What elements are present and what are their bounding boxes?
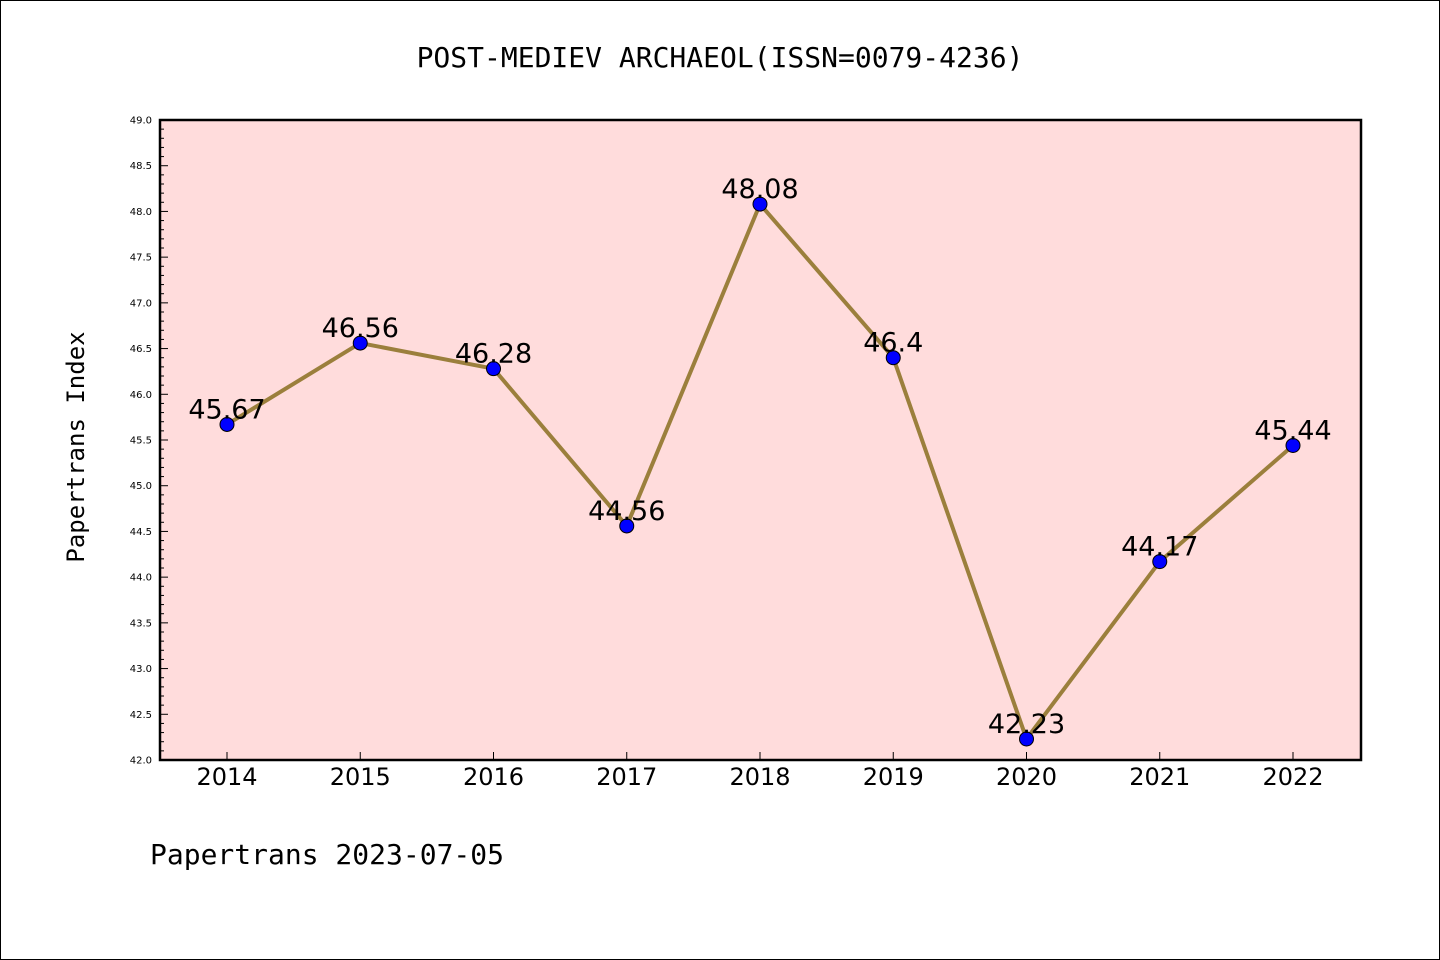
y-tick-label: 43.0	[130, 664, 152, 675]
x-tick-label: 2022	[1262, 763, 1323, 791]
y-tick-label: 43.5	[130, 618, 152, 629]
data-point-marker	[619, 518, 635, 534]
y-axis-label: Papertrans Index	[62, 331, 90, 562]
data-point-marker	[352, 335, 368, 351]
data-point-label: 46.28	[455, 339, 532, 370]
y-tick-label: 42.0	[130, 756, 152, 767]
y-tick-label: 46.0	[130, 390, 152, 401]
y-tick-label: 45.5	[130, 436, 152, 447]
data-point-label: 46.56	[322, 313, 399, 344]
y-tick-label: 44.0	[130, 573, 152, 584]
y-tick-label: 44.5	[130, 527, 152, 538]
y-tick-label: 42.5	[130, 710, 152, 721]
footer-text: Papertrans 2023-07-05	[150, 838, 504, 871]
data-point-marker	[1152, 554, 1168, 570]
y-tick-label: 47.0	[130, 298, 152, 309]
plot-area	[160, 120, 1361, 760]
y-tick-label: 48.0	[130, 207, 152, 218]
y-tick-label: 46.5	[130, 344, 152, 355]
x-tick-label: 2020	[996, 763, 1057, 791]
data-point-marker	[1019, 731, 1034, 747]
y-tick-label: 48.5	[130, 161, 152, 172]
data-point-label: 45.44	[1254, 415, 1331, 446]
x-tick-label: 2015	[330, 763, 391, 791]
x-tick-label: 2019	[863, 763, 924, 791]
x-tick-label: 2014	[196, 763, 257, 791]
data-point-label: 42.23	[988, 709, 1065, 740]
data-point-label: 44.56	[588, 496, 665, 527]
data-point-label: 44.17	[1121, 532, 1198, 563]
x-tick-label: 2017	[596, 763, 657, 791]
data-label-group: 45.67 46.56 46.28 44.56 48.08 46.4 42.23 44.17 4…	[188, 174, 1331, 740]
data-point-marker	[752, 196, 768, 212]
x-axis-ticks: 2014 2015 2016 2017 2018 2019 2020 2021 2022	[196, 752, 1324, 791]
marker-group	[219, 196, 1301, 747]
data-point-label: 46.4	[863, 328, 923, 359]
data-point-label: 48.08	[721, 174, 798, 205]
y-tick-label: 45.0	[130, 481, 152, 492]
x-tick-label: 2016	[463, 763, 524, 791]
data-point-marker	[219, 416, 235, 432]
x-tick-label: 2021	[1129, 763, 1190, 791]
plot-border	[158, 118, 1363, 762]
data-point-marker	[885, 350, 901, 366]
data-point-marker	[1285, 437, 1301, 453]
data-point-marker	[486, 361, 501, 377]
x-tick-label: 2018	[729, 763, 790, 791]
chart-title: POST-MEDIEV ARCHAEOL(ISSN=0079-4236)	[417, 41, 1024, 74]
y-tick-label: 47.5	[130, 253, 152, 264]
data-point-label: 45.67	[188, 394, 265, 425]
y-tick-label: 49.0	[130, 116, 152, 127]
